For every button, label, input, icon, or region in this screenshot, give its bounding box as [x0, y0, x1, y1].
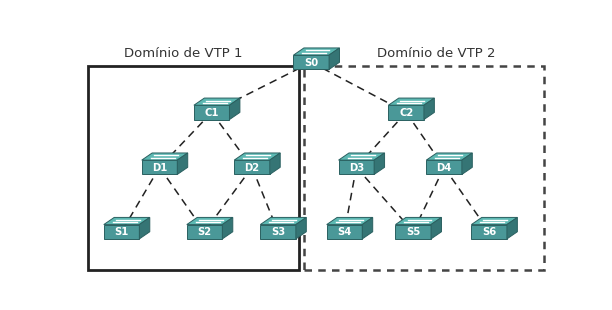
Polygon shape: [187, 224, 222, 239]
Text: S2: S2: [198, 228, 212, 237]
Polygon shape: [187, 217, 233, 224]
Text: D4: D4: [436, 163, 452, 173]
Polygon shape: [194, 98, 240, 105]
Polygon shape: [296, 217, 306, 239]
Polygon shape: [270, 153, 280, 175]
Polygon shape: [374, 153, 384, 175]
Polygon shape: [395, 217, 441, 224]
Polygon shape: [471, 217, 517, 224]
Polygon shape: [142, 153, 188, 160]
Text: S5: S5: [406, 228, 420, 237]
Polygon shape: [104, 217, 150, 224]
Polygon shape: [194, 105, 230, 120]
Polygon shape: [338, 153, 384, 160]
Bar: [88, 66, 299, 270]
Polygon shape: [427, 160, 462, 175]
Polygon shape: [327, 217, 373, 224]
Polygon shape: [431, 217, 441, 239]
Polygon shape: [389, 105, 424, 120]
Polygon shape: [177, 153, 188, 175]
Polygon shape: [462, 153, 472, 175]
Polygon shape: [389, 98, 435, 105]
Polygon shape: [260, 217, 306, 224]
Polygon shape: [294, 55, 329, 69]
Text: Domínio de VTP 2: Domínio de VTP 2: [376, 47, 495, 60]
Polygon shape: [142, 160, 177, 175]
Polygon shape: [362, 217, 373, 239]
Polygon shape: [427, 153, 472, 160]
Polygon shape: [507, 217, 517, 239]
Polygon shape: [260, 224, 296, 239]
Polygon shape: [294, 48, 340, 55]
Text: S3: S3: [271, 228, 285, 237]
Text: Domínio de VTP 1: Domínio de VTP 1: [124, 47, 242, 60]
Polygon shape: [327, 224, 362, 239]
Text: D3: D3: [349, 163, 364, 173]
Bar: [304, 66, 543, 270]
Text: S1: S1: [114, 228, 129, 237]
Polygon shape: [338, 160, 374, 175]
Polygon shape: [222, 217, 233, 239]
Polygon shape: [395, 224, 431, 239]
Polygon shape: [471, 224, 507, 239]
Polygon shape: [234, 153, 280, 160]
Polygon shape: [140, 217, 150, 239]
Polygon shape: [234, 160, 270, 175]
Text: S6: S6: [482, 228, 496, 237]
Text: S4: S4: [337, 228, 352, 237]
Polygon shape: [230, 98, 240, 120]
Polygon shape: [329, 48, 340, 69]
Text: D2: D2: [244, 163, 259, 173]
Text: D1: D1: [152, 163, 167, 173]
Polygon shape: [104, 224, 140, 239]
Text: C2: C2: [399, 108, 413, 118]
Text: C1: C1: [204, 108, 219, 118]
Polygon shape: [424, 98, 435, 120]
Text: S0: S0: [304, 58, 318, 68]
